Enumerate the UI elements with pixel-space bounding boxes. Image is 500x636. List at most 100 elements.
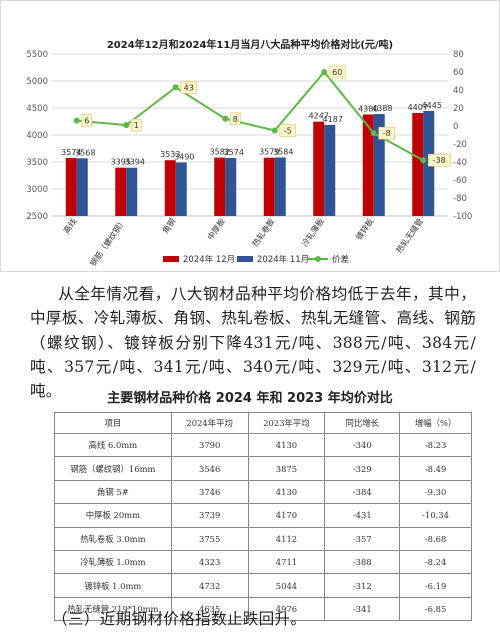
bar-2024-11 — [126, 167, 138, 216]
table-row: 中厚板 20mm 3739 4170 -431 -10.34 — [54, 503, 472, 528]
diff-label-box — [378, 126, 396, 140]
table-cell: -384 — [324, 479, 401, 505]
bar-2024-12 — [362, 114, 374, 216]
bar-2024-12 — [164, 160, 176, 216]
table-row: 高线 6.0mm 3790 4130 -340 -8.23 — [54, 432, 472, 458]
table-row: 镀锌板 1.0mm 4732 5044 -312 -6.19 — [54, 573, 472, 598]
legend-label: 2024年 11月 — [257, 254, 309, 265]
diff-label: 60 — [332, 68, 342, 77]
table-cell: 3739 — [170, 503, 249, 528]
diff-label-box — [279, 124, 297, 137]
legend-label: 价差 — [332, 254, 349, 265]
diff-label: 1 — [134, 121, 139, 130]
table-cell: 4711 — [247, 549, 326, 575]
diff-label-box — [180, 81, 198, 94]
table-cell: -10.34 — [399, 503, 472, 528]
table-body: 高线 6.0mm 3790 4130 -340 -8.23 钢筋（螺纹钢）16mm 3546… — [54, 432, 472, 622]
table-cell: 冷轧薄板 1.0mm — [54, 549, 172, 575]
y-left-tick-label: 4500 — [26, 104, 48, 114]
table-cell: 4976 — [247, 596, 326, 622]
bar-2024-12 — [263, 157, 275, 216]
table-cell: 4170 — [247, 503, 326, 528]
table-header-row: 项目 2024年平均 2023年平均 同比增长 增幅（%） — [54, 412, 472, 434]
diff-label: 6 — [84, 117, 89, 126]
y-left-tick-label: 5500 — [26, 50, 48, 60]
diff-label-box — [130, 118, 142, 132]
table-cell: -8.68 — [399, 526, 472, 551]
bar-label: 4380 — [358, 104, 378, 113]
table-row: 热轧卷板 3.0mm 3755 4112 -357 -8.68 — [54, 526, 472, 551]
diff-label: -8 — [383, 129, 391, 138]
table-cell: 4130 — [247, 479, 326, 505]
diff-point — [172, 84, 179, 91]
bar-label: 3395 — [111, 158, 131, 167]
bar-2024-11 — [76, 158, 88, 216]
diff-label-box — [229, 112, 241, 126]
legend-marker-diff — [315, 256, 321, 262]
bar-2024-12 — [412, 113, 424, 216]
bar-2024-12 — [313, 121, 325, 216]
table-cell: 角钢 5# — [54, 479, 172, 505]
diff-point — [73, 117, 80, 124]
diff-point — [420, 157, 427, 164]
table-cell: 热轧无缝管 219*10mm — [54, 596, 172, 622]
section-heading: （三）近期钢材价格指数止跌回升。 — [52, 610, 307, 628]
y-left-tick-label: 5000 — [26, 77, 48, 87]
table-cell: 4112 — [247, 526, 326, 551]
diff-label: -5 — [284, 127, 292, 136]
chart-title: 2024年12月和2024年11月当月八大品种平均价格对比(元/吨) — [107, 38, 393, 51]
diff-point — [370, 130, 377, 137]
table-row: 冷轧薄板 1.0mm 4323 4711 -388 -8.24 — [54, 549, 472, 575]
table-cell: -8.49 — [399, 456, 472, 481]
bar-label: 3568 — [75, 148, 95, 157]
table-cell: -6.85 — [399, 596, 472, 622]
bar-label: 3579 — [259, 148, 279, 157]
bar-label: 3584 — [273, 147, 293, 156]
table-cell: 4732 — [170, 573, 249, 598]
bar-2024-11 — [175, 162, 187, 216]
legend-swatch-2024-12 — [163, 256, 179, 262]
table-header-cell: 2024年平均 — [170, 412, 249, 434]
diff-label: 8 — [233, 115, 238, 124]
bar-2024-11 — [373, 114, 385, 216]
summary-paragraph: 从全年情况看，八大钢材品种平均价格均低于去年，其中，中厚板、冷轧薄板、角钢、热轧… — [30, 282, 476, 403]
table-cell: -329 — [324, 456, 401, 481]
diff-point — [222, 115, 229, 122]
table-header-cell: 增幅（%） — [399, 412, 472, 434]
diff-label: -38 — [433, 156, 446, 165]
chart-svg: 2024年12月和2024年11月当月八大品种平均价格对比(元/吨) 2500 30… — [0, 0, 500, 272]
table-cell: 3755 — [170, 526, 249, 551]
bar-2024-11 — [274, 157, 286, 216]
table-cell: 4323 — [170, 549, 249, 575]
y-right-tick-label: -60 — [453, 176, 467, 186]
price-comparison-table: 项目 2024年平均 2023年平均 同比增长 增幅（%） 高线 6.0mm 3790 41… — [54, 412, 472, 622]
table-cell: 钢筋（螺纹钢）16mm — [54, 456, 172, 481]
bar-2024-12 — [214, 157, 226, 216]
bar-label: 3582 — [210, 148, 230, 157]
y-right-tick-label: -100 — [453, 212, 472, 222]
table-row: 钢筋（螺纹钢）16mm 3546 3875 -329 -8.49 — [54, 456, 472, 481]
table-row: 角钢 5# 3746 4130 -384 -9.30 — [54, 479, 472, 505]
table-header-cell: 同比增长 — [324, 412, 401, 434]
table-cell: 镀锌板 1.0mm — [54, 573, 172, 598]
table-cell: 4635 — [170, 596, 249, 622]
bar-2024-12 — [115, 167, 127, 216]
table-cell: -9.30 — [399, 479, 472, 505]
table-cell: -8.24 — [399, 549, 472, 575]
diff-label-box — [81, 114, 93, 127]
y-left-tick-label: 4000 — [26, 131, 48, 141]
bar-label: 4407 — [408, 103, 428, 112]
bar-label: 3533 — [160, 150, 180, 159]
table-header-cell: 项目 — [54, 412, 172, 434]
bar-label: 4388 — [372, 104, 392, 113]
table-cell: 中厚板 20mm — [54, 503, 172, 528]
table-cell: 热轧卷板 3.0mm — [54, 526, 172, 551]
diff-label: 43 — [184, 83, 194, 92]
bar-label: 3490 — [174, 153, 194, 162]
table-cell: 5044 — [247, 573, 326, 598]
bar-label: 3394 — [125, 158, 145, 167]
table-title: 主要钢材品种价格 2024 年和 2023 年均价对比 — [107, 391, 393, 406]
y-right-tick-label: -40 — [453, 158, 467, 168]
table-cell: -357 — [324, 526, 401, 551]
table-row: 热轧无缝管 219*10mm 4635 4976 -341 -6.85 — [54, 596, 472, 622]
